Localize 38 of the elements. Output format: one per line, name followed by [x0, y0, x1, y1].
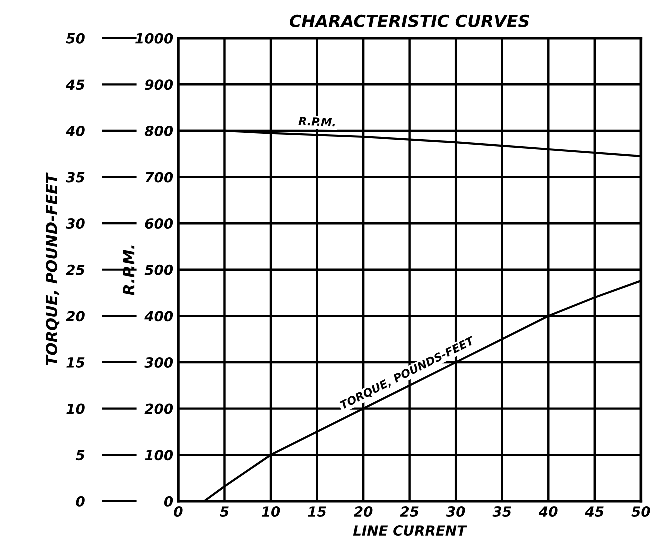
y-tick-label: 300 — [144, 357, 174, 368]
y-tick-label: 100 — [145, 450, 174, 461]
x-tick-label: 25 — [400, 506, 419, 518]
y2-axis-title: TORQUE, POUND-FEET — [46, 172, 60, 366]
x-tick-label: 40 — [538, 506, 558, 518]
y2-tick-label: 50 — [66, 33, 85, 44]
y2-tick-label: 40 — [66, 126, 85, 136]
x-tick-label: 20 — [354, 506, 373, 518]
y2-tick-label: 5 — [76, 450, 85, 461]
x-tick-label: 35 — [492, 506, 512, 518]
y2-tick-label: 15 — [66, 358, 85, 368]
y-tick-label: 400 — [144, 311, 174, 322]
x-tick-label: 45 — [585, 506, 604, 518]
x-tick-label: 50 — [632, 506, 650, 518]
y2-tick-label: 30 — [66, 218, 85, 230]
chart-title: CHARACTERISTIC CURVES — [290, 14, 530, 28]
y2-tick-label: 0 — [76, 496, 85, 507]
x-axis-title: LINE CURRENT — [353, 526, 468, 536]
y-tick-label: 200 — [144, 404, 174, 414]
x-tick-label: 30 — [446, 506, 466, 518]
y2-tick-label: 20 — [66, 311, 85, 322]
y2-tick-label: 10 — [66, 404, 85, 414]
x-tick-label: 0 — [174, 506, 183, 518]
y2-tick-label: 35 — [66, 172, 85, 183]
y-axis-title: R.P.M. — [123, 246, 135, 296]
y-tick-label: 800 — [144, 126, 174, 136]
x-tick-label: 15 — [308, 506, 326, 518]
y2-tick-label: 25 — [66, 264, 85, 276]
y-tick-label: 900 — [145, 80, 174, 90]
y-tick-label: 600 — [145, 218, 174, 230]
y2-tick-label: 45 — [66, 80, 85, 90]
y-tick-label: 700 — [146, 172, 174, 183]
y-tick-label: 1000 — [136, 33, 174, 44]
x-tick-label: 5 — [220, 506, 229, 518]
y-tick-label: 500 — [144, 264, 174, 276]
y-tick-label: 0 — [164, 496, 174, 507]
x-tick-label: 10 — [262, 506, 280, 518]
series-label: R.P.M. — [298, 117, 336, 127]
